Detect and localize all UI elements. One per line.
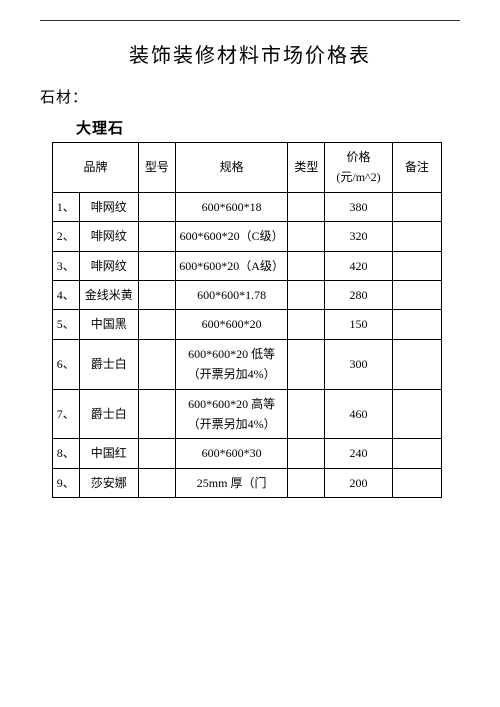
cell-note bbox=[392, 468, 441, 497]
table-row: 4、金线米黄 600*600*1.78 280 bbox=[53, 280, 442, 309]
cell-note bbox=[392, 280, 441, 309]
cell-model bbox=[138, 192, 175, 221]
price-table: 品牌 型号 规格 类型 价格(元/m^2) 备注 1、啡网纹600*600*18… bbox=[52, 142, 442, 498]
cell-price: 420 bbox=[325, 251, 393, 280]
table-row: 1、啡网纹 600*600*18 380 bbox=[53, 192, 442, 221]
cell-spec: 25mm 厚（门 bbox=[175, 468, 288, 497]
cell-spec: 600*600*20 bbox=[175, 310, 288, 339]
col-note: 备注 bbox=[392, 143, 441, 193]
cell-model bbox=[138, 389, 175, 439]
col-type: 类型 bbox=[288, 143, 325, 193]
cell-model bbox=[138, 339, 175, 389]
cell-spec: 600*600*20（A级） bbox=[175, 251, 288, 280]
table-row: 6、爵士白 600*600*20 低等（开票另加4%） 300 bbox=[53, 339, 442, 389]
cell-model bbox=[138, 439, 175, 468]
cell-brand: 中国黑 bbox=[79, 310, 138, 339]
cell-spec: 600*600*20 高等（开票另加4%） bbox=[175, 389, 288, 439]
cell-note bbox=[392, 222, 441, 251]
cell-model bbox=[138, 222, 175, 251]
cell-type bbox=[288, 339, 325, 389]
cell-type bbox=[288, 310, 325, 339]
table-row: 9、莎安娜 25mm 厚（门 200 bbox=[53, 468, 442, 497]
cell-type bbox=[288, 222, 325, 251]
cell-note bbox=[392, 439, 441, 468]
cell-idx: 5、 bbox=[53, 310, 80, 339]
cell-brand: 爵士白 bbox=[79, 389, 138, 439]
col-brand: 品牌 bbox=[53, 143, 139, 193]
table-row: 3、啡网纹 600*600*20（A级） 420 bbox=[53, 251, 442, 280]
cell-idx: 3、 bbox=[53, 251, 80, 280]
cell-note bbox=[392, 339, 441, 389]
cell-spec: 600*600*30 bbox=[175, 439, 288, 468]
cell-idx: 7、 bbox=[53, 389, 80, 439]
section-label: 石材： bbox=[40, 86, 460, 107]
cell-price: 460 bbox=[325, 389, 393, 439]
cell-idx: 4、 bbox=[53, 280, 80, 309]
table-row: 5、中国黑 600*600*20 150 bbox=[53, 310, 442, 339]
table-row: 8、中国红 600*600*30 240 bbox=[53, 439, 442, 468]
cell-spec: 600*600*20 低等（开票另加4%） bbox=[175, 339, 288, 389]
top-rule bbox=[40, 20, 460, 21]
cell-model bbox=[138, 251, 175, 280]
cell-note bbox=[392, 192, 441, 221]
col-model: 型号 bbox=[138, 143, 175, 193]
cell-brand: 金线米黄 bbox=[79, 280, 138, 309]
cell-idx: 8、 bbox=[53, 439, 80, 468]
cell-brand: 啡网纹 bbox=[79, 192, 138, 221]
cell-idx: 2、 bbox=[53, 222, 80, 251]
cell-idx: 6、 bbox=[53, 339, 80, 389]
col-price: 价格(元/m^2) bbox=[325, 143, 393, 193]
cell-brand: 爵士白 bbox=[79, 339, 138, 389]
cell-note bbox=[392, 310, 441, 339]
cell-type bbox=[288, 439, 325, 468]
cell-price: 200 bbox=[325, 468, 393, 497]
cell-spec: 600*600*20（C级） bbox=[175, 222, 288, 251]
cell-type bbox=[288, 468, 325, 497]
cell-type bbox=[288, 192, 325, 221]
col-spec: 规格 bbox=[175, 143, 288, 193]
cell-price: 300 bbox=[325, 339, 393, 389]
cell-price: 280 bbox=[325, 280, 393, 309]
table-header-row: 品牌 型号 规格 类型 价格(元/m^2) 备注 bbox=[53, 143, 442, 193]
cell-brand: 中国红 bbox=[79, 439, 138, 468]
cell-model bbox=[138, 310, 175, 339]
cell-idx: 9、 bbox=[53, 468, 80, 497]
cell-type bbox=[288, 389, 325, 439]
cell-note bbox=[392, 389, 441, 439]
cell-price: 150 bbox=[325, 310, 393, 339]
table-row: 2、啡网纹 600*600*20（C级） 320 bbox=[53, 222, 442, 251]
cell-type bbox=[288, 280, 325, 309]
page-title: 装饰装修材料市场价格表 bbox=[40, 39, 460, 68]
sub-title: 大理石 bbox=[76, 117, 460, 138]
cell-brand: 啡网纹 bbox=[79, 251, 138, 280]
table-row: 7、爵士白 600*600*20 高等（开票另加4%） 460 bbox=[53, 389, 442, 439]
cell-type bbox=[288, 251, 325, 280]
cell-brand: 莎安娜 bbox=[79, 468, 138, 497]
cell-price: 320 bbox=[325, 222, 393, 251]
cell-idx: 1、 bbox=[53, 192, 80, 221]
cell-price: 240 bbox=[325, 439, 393, 468]
cell-model bbox=[138, 468, 175, 497]
table-body: 1、啡网纹600*600*183802、啡网纹600*600*20（C级）320… bbox=[53, 192, 442, 497]
cell-note bbox=[392, 251, 441, 280]
cell-price: 380 bbox=[325, 192, 393, 221]
cell-brand: 啡网纹 bbox=[79, 222, 138, 251]
cell-model bbox=[138, 280, 175, 309]
cell-spec: 600*600*18 bbox=[175, 192, 288, 221]
cell-spec: 600*600*1.78 bbox=[175, 280, 288, 309]
